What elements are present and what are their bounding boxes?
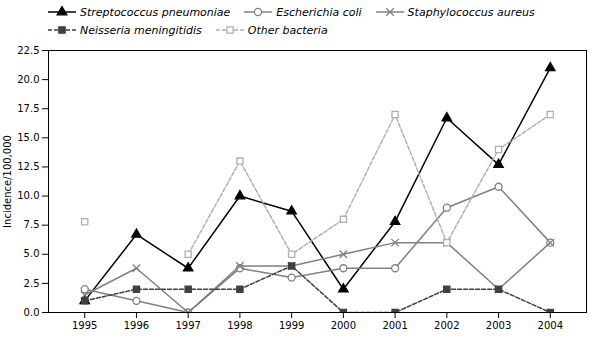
html-text:Neisseria meningitidis: Neisseria meningitidis [80, 23, 202, 37]
svg-text:1995: 1995 [72, 320, 97, 331]
svg-text:2003: 2003 [486, 320, 511, 331]
svg-text:1996: 1996 [124, 320, 149, 331]
svg-text:2001: 2001 [382, 320, 407, 331]
svg-text:10.0: 10.0 [17, 190, 39, 201]
svg-text:0.0: 0.0 [24, 307, 40, 318]
svg-text:7.5: 7.5 [24, 219, 40, 230]
html-text:Staphylococcus aureus: Staphylococcus aureus [407, 5, 535, 19]
svg-text:1997: 1997 [175, 320, 200, 331]
html-text:Other bacteria: Other bacteria [247, 23, 328, 37]
svg-text:15.0: 15.0 [17, 132, 39, 143]
svg-text:20.0: 20.0 [17, 74, 39, 85]
svg-text:1999: 1999 [279, 320, 304, 331]
svg-text:22.5: 22.5 [17, 45, 39, 56]
svg-text:2004: 2004 [538, 320, 563, 331]
svg-text:1998: 1998 [227, 320, 252, 331]
svg-text:12.5: 12.5 [17, 161, 39, 172]
svg-text:5.0: 5.0 [24, 248, 40, 259]
svg-text:2.5: 2.5 [24, 278, 40, 289]
svg-text:17.5: 17.5 [17, 103, 39, 114]
html-text:Escherichia coli: Escherichia coli [276, 5, 362, 19]
svg-text:2000: 2000 [331, 320, 356, 331]
svg-text:2002: 2002 [434, 320, 459, 331]
html-text:Streptococcus pneumoniae: Streptococcus pneumoniae [80, 5, 231, 19]
svg-text:Incidence/100,000: Incidence/100,000 [2, 135, 13, 228]
